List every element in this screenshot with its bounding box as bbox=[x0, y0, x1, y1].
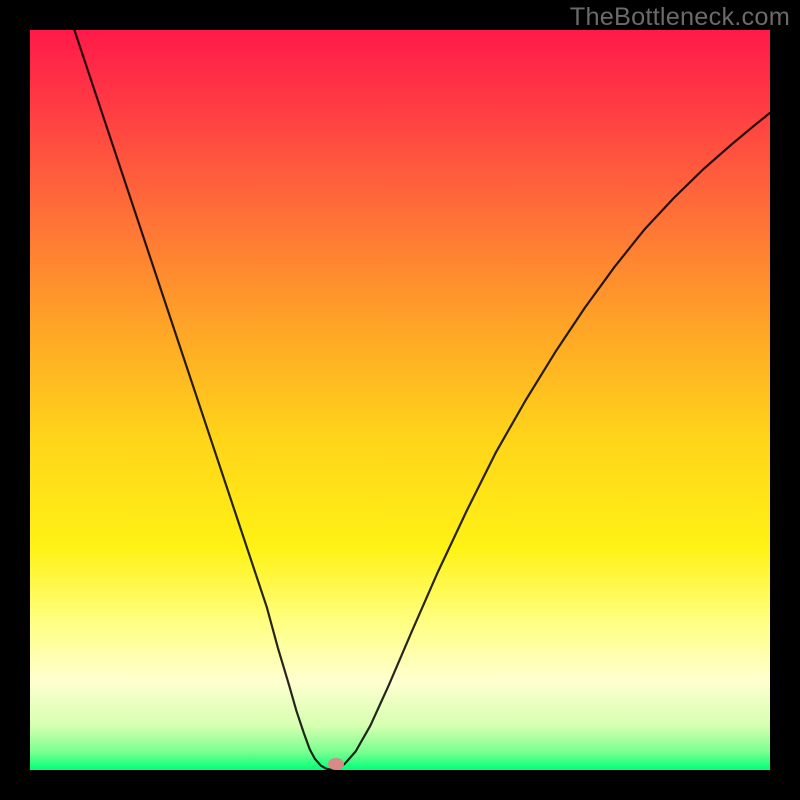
curve-path bbox=[74, 30, 770, 770]
plot-area bbox=[30, 30, 770, 770]
bottleneck-curve bbox=[30, 30, 770, 770]
watermark-text: TheBottleneck.com bbox=[570, 3, 790, 32]
